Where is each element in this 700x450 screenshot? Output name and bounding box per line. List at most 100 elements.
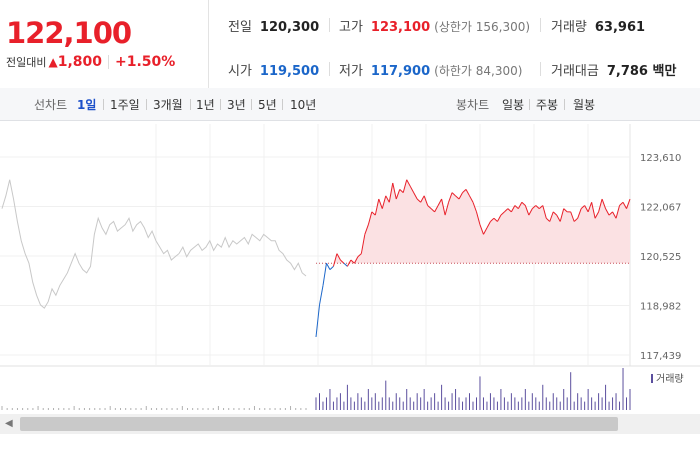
divider — [282, 99, 283, 110]
lower-limit: (하한가 84,300) — [434, 64, 523, 78]
price-segment — [510, 205, 516, 213]
price-segment — [451, 192, 456, 197]
price-segment — [563, 208, 568, 213]
price-segment — [318, 285, 324, 306]
price-segment — [409, 185, 415, 193]
price-segment — [444, 202, 450, 216]
price-segment — [608, 211, 613, 216]
stat-label: 고가 — [339, 20, 363, 35]
price-segment — [535, 205, 540, 210]
divider — [540, 62, 541, 76]
prev-day-line — [1, 179, 307, 309]
tab-weekly-candle[interactable]: 주봉 — [536, 98, 559, 112]
price-segment — [367, 211, 373, 225]
price-segment — [612, 211, 617, 219]
change-label: 전일대비 — [6, 56, 47, 69]
price-segment — [416, 198, 422, 203]
divider — [529, 99, 530, 110]
tab-3y[interactable]: 3년 — [227, 98, 246, 112]
tab-daily-candle[interactable]: 일봉 — [502, 98, 525, 112]
chart-period-tabs: 선차트 1일 1주일 3개월 1년 3년 5년 10년 봉차트 일봉 주봉 월봉 — [0, 88, 700, 121]
stat-prev-close: 전일 120,300 — [228, 16, 319, 35]
price-segment — [353, 256, 359, 264]
price-segment — [437, 198, 443, 206]
tab-5y[interactable]: 5년 — [258, 98, 277, 112]
tab-monthly-candle[interactable]: 월봉 — [573, 98, 596, 112]
price-segment — [329, 266, 334, 270]
price-segment — [346, 259, 352, 267]
price-segment — [496, 214, 502, 222]
volume-legend-label: 거래량 — [656, 373, 684, 385]
price-segment — [601, 198, 607, 209]
stat-value: 63,961 — [594, 20, 646, 35]
price-segment — [549, 211, 554, 222]
price-segment — [385, 195, 390, 203]
price-segment — [332, 253, 338, 267]
price-segment — [545, 217, 551, 222]
price-segment — [626, 198, 631, 209]
price-segment — [573, 217, 579, 222]
price-segment — [420, 195, 425, 203]
price-segment — [594, 211, 600, 219]
stat-high: 고가 123,100 (상한가 156,300) — [339, 16, 530, 35]
price-segment — [455, 195, 460, 200]
price-segment — [458, 192, 463, 200]
price-segment — [430, 208, 435, 213]
price-segment — [395, 189, 401, 200]
price-segment — [605, 208, 610, 216]
tab-1d[interactable]: 1일 — [77, 98, 97, 112]
price-segment — [371, 211, 376, 216]
tab-1w[interactable]: 1주일 — [110, 98, 140, 112]
chart-scrollbar[interactable]: ◀ — [0, 414, 700, 434]
stat-label: 저가 — [339, 64, 363, 79]
price-segment — [441, 198, 446, 216]
current-price: 122,100 — [6, 16, 132, 50]
y-tick-label: 122,067 — [640, 203, 681, 214]
price-segment — [577, 208, 582, 219]
price-segment — [462, 189, 467, 193]
tab-10y[interactable]: 10년 — [290, 98, 317, 112]
price-segment — [528, 208, 533, 216]
price-segment — [357, 253, 362, 258]
divider — [108, 55, 110, 69]
price-segment — [360, 234, 366, 254]
price-segment — [315, 304, 320, 338]
price-segment — [591, 202, 596, 219]
price-segment — [552, 211, 558, 216]
price-segment — [507, 208, 512, 213]
stat-label: 시가 — [228, 64, 252, 79]
price-segment — [514, 205, 519, 210]
price-segment — [504, 208, 509, 213]
price-segment — [517, 202, 523, 209]
price-segment — [465, 189, 470, 197]
upper-limit: (상한가 156,300) — [434, 20, 531, 34]
stat-value: 120,300 — [259, 20, 320, 35]
price-segment — [406, 179, 411, 187]
tab-1y[interactable]: 1년 — [196, 98, 215, 112]
price-segment — [556, 214, 561, 222]
scroll-left-icon[interactable]: ◀ — [5, 418, 13, 429]
price-segment — [531, 205, 537, 210]
divider — [329, 62, 330, 76]
area-above-baseline — [316, 179, 630, 264]
price-segment — [476, 211, 481, 225]
divider — [220, 99, 221, 110]
tab-3m[interactable]: 3개월 — [153, 98, 183, 112]
divider — [103, 99, 104, 110]
price-segment — [364, 224, 369, 235]
divider — [564, 99, 565, 110]
price-segment — [392, 182, 397, 200]
stat-value: 123,100 — [370, 20, 431, 35]
price-segment — [598, 198, 603, 212]
scroll-thumb[interactable] — [20, 417, 618, 431]
price-segment — [423, 195, 429, 206]
stat-low: 저가 117,900 (하한가 84,300) — [339, 60, 522, 79]
divider — [251, 99, 252, 110]
y-tick-label: 120,525 — [640, 252, 681, 263]
change-row: 전일대비 ▲1,800 +1.50% — [6, 54, 175, 70]
price-segment — [402, 179, 408, 193]
price-segment — [448, 192, 453, 203]
price-segment — [322, 263, 327, 286]
price-segment — [500, 211, 505, 216]
